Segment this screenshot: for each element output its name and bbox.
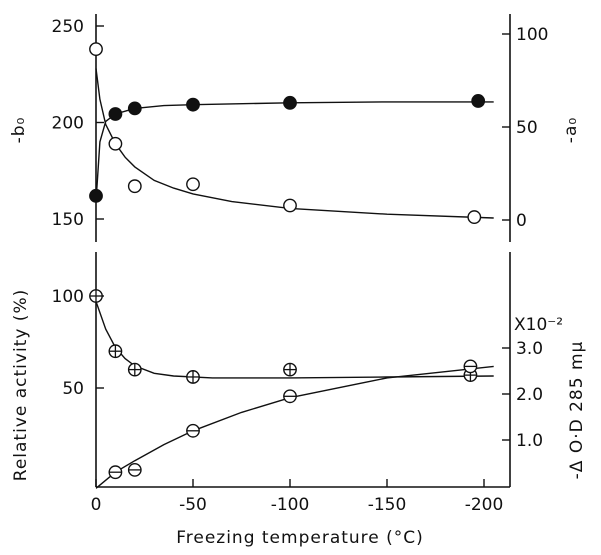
right-axis-multiplier: X10⁻² bbox=[514, 315, 563, 335]
b0-point bbox=[186, 177, 200, 192]
od-curve bbox=[95, 365, 494, 489]
b0-point-ring bbox=[186, 177, 200, 192]
b0-point-ring bbox=[283, 198, 297, 213]
a0-curve bbox=[95, 101, 494, 202]
bottom-left-tick-label: 50 bbox=[62, 379, 84, 399]
top-left-tick-label: 150 bbox=[52, 210, 84, 230]
b0-point-ring bbox=[108, 136, 123, 151]
activity-curve bbox=[95, 301, 494, 379]
bottom-right-tick-label: 3.0 bbox=[516, 339, 543, 359]
od-point bbox=[283, 389, 297, 404]
a0-point bbox=[186, 97, 200, 112]
a0-point bbox=[108, 107, 123, 121]
activity-point bbox=[186, 370, 200, 384]
bottom-right-tick-label: 2.0 bbox=[516, 385, 543, 405]
bottom-right-axis-label: -Δ O·D 285 mμ bbox=[567, 341, 587, 480]
b0-point bbox=[89, 42, 103, 57]
top-right-tick-label: 50 bbox=[516, 118, 538, 138]
x-tick-label: -100 bbox=[271, 495, 310, 515]
b0-point bbox=[467, 210, 482, 224]
a0-point bbox=[283, 95, 297, 110]
b0-point bbox=[108, 136, 123, 151]
top-right-tick-label: 100 bbox=[516, 25, 548, 45]
x-axis-label: Freezing temperature (°C) bbox=[176, 528, 424, 548]
activity-point bbox=[283, 362, 297, 377]
x-tick-label: -150 bbox=[368, 495, 407, 515]
b0-point-ring bbox=[127, 179, 142, 194]
od-point bbox=[463, 359, 478, 374]
top-panel: -b₀ -a₀ 150 200 250 0 50 100 bbox=[9, 14, 581, 242]
top-right-tick-label: 0 bbox=[516, 211, 527, 231]
activity-point bbox=[127, 362, 142, 377]
top-left-tick-label: 200 bbox=[52, 114, 84, 134]
top-right-axis-label: -a₀ bbox=[561, 117, 581, 143]
b0-point bbox=[283, 198, 297, 213]
a0-point bbox=[89, 188, 103, 203]
od-point bbox=[127, 462, 142, 477]
x-tick-label: -200 bbox=[465, 495, 504, 515]
bottom-left-tick-label: 100 bbox=[52, 287, 84, 307]
bottom-right-tick-label: 1.0 bbox=[516, 431, 543, 451]
b0-point-ring bbox=[467, 210, 482, 224]
b0-point-ring bbox=[89, 42, 103, 57]
od-point bbox=[108, 465, 123, 480]
b0-point bbox=[127, 179, 142, 194]
activity-point bbox=[89, 289, 103, 303]
top-left-tick-label: 250 bbox=[52, 17, 84, 37]
x-tick-label: 0 bbox=[91, 495, 102, 515]
a0-point bbox=[127, 101, 142, 116]
od-point bbox=[186, 423, 200, 438]
a0-point bbox=[471, 94, 486, 108]
x-tick-label: -50 bbox=[179, 495, 207, 515]
bottom-panel: Relative activity (%) -Δ O·D 285 mμ X10⁻… bbox=[11, 252, 587, 548]
activity-point bbox=[108, 344, 123, 359]
top-left-axis-label: -b₀ bbox=[9, 117, 29, 144]
b0-curve bbox=[95, 68, 494, 219]
bottom-left-axis-label: Relative activity (%) bbox=[11, 289, 31, 481]
